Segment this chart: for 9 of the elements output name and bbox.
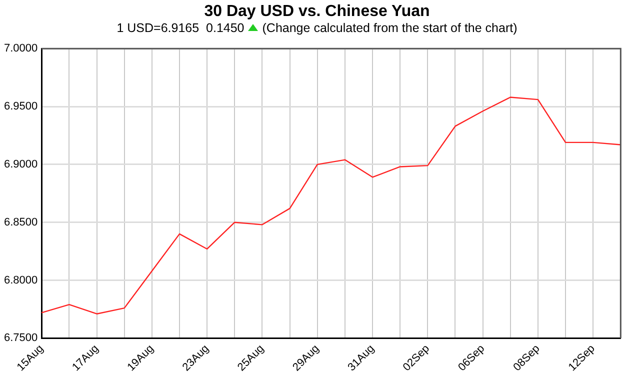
y-tick-label: 6.9500 (4, 100, 38, 113)
chart-subtitle: 1 USD=6.9165 0.1450 (116, 21, 244, 35)
y-tick-label: 6.8500 (4, 216, 38, 228)
y-tick-label: 7.0000 (4, 42, 38, 55)
text: (Change calculated from the start of the chart) (262, 21, 518, 35)
y-tick-label: 6.9000 (4, 158, 38, 170)
y-tick-label: 6.8000 (4, 274, 38, 286)
y-tick-label: 6.7500 (4, 332, 38, 344)
chart-title: 30 Day USD vs. Chinese Yuan (203, 2, 431, 21)
